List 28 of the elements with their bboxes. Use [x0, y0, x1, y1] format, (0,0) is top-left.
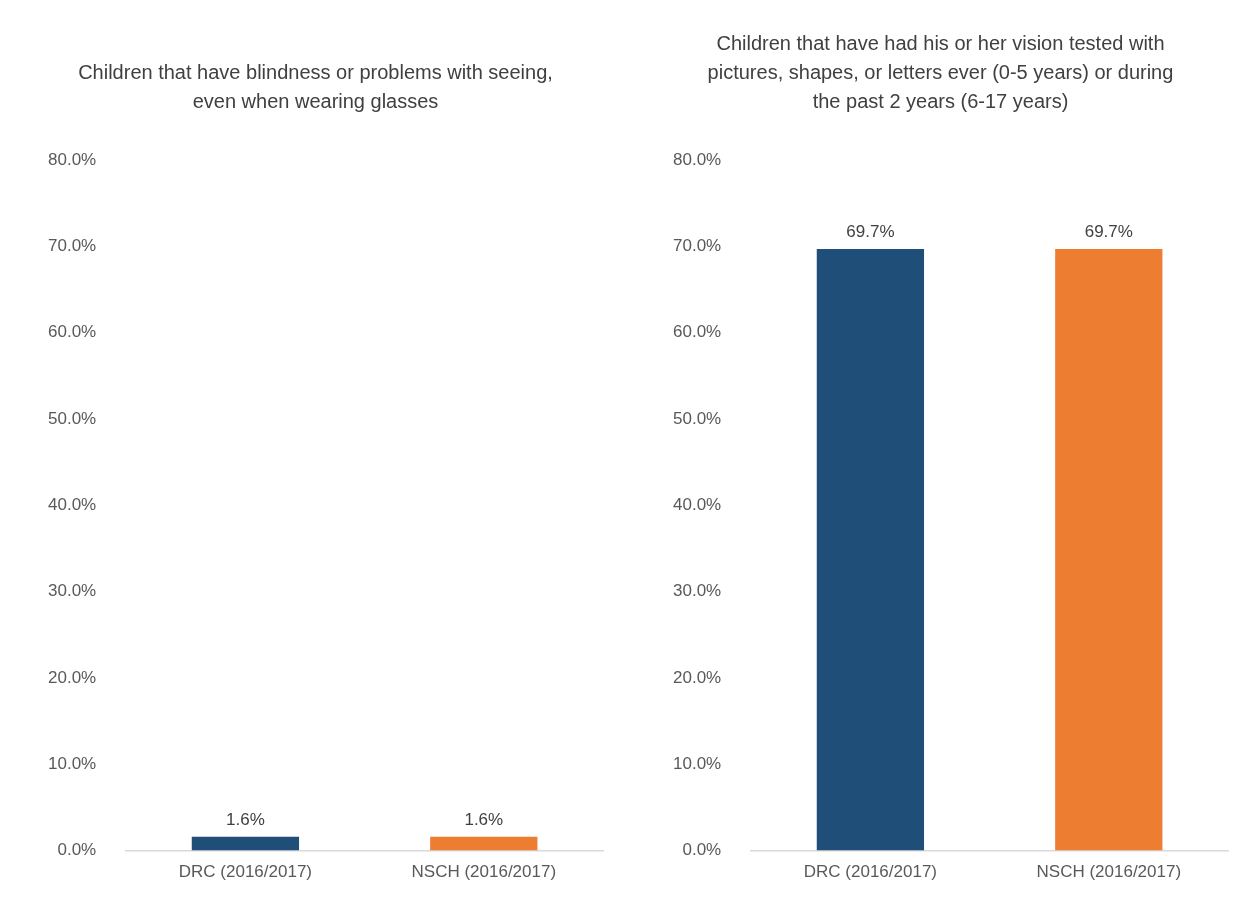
y-tick-label: 10.0% [673, 753, 722, 773]
y-tick-label: 0.0% [57, 840, 97, 860]
x-tick-label: NSCH (2016/2017) [411, 862, 557, 882]
y-tick-label: 60.0% [673, 322, 722, 342]
x-tick-label: DRC (2016/2017) [803, 862, 938, 882]
y-tick-label: 40.0% [48, 495, 97, 515]
data-label: 69.7% [1084, 222, 1133, 242]
y-tick-label: 40.0% [673, 495, 722, 515]
y-tick-label: 80.0% [673, 149, 722, 169]
y-tick-label: 0.0% [682, 840, 722, 860]
y-tick-label: 60.0% [48, 322, 97, 342]
x-tick-label: NSCH (2016/2017) [1036, 862, 1182, 882]
y-tick-label: 20.0% [673, 667, 722, 687]
y-tick-label: 30.0% [48, 581, 97, 601]
data-label: 1.6% [226, 809, 265, 829]
y-tick-label: 80.0% [48, 149, 97, 169]
y-tick-label: 50.0% [673, 408, 722, 428]
y-tick-label: 50.0% [48, 408, 97, 428]
y-tick-label: 10.0% [48, 753, 97, 773]
y-tick-label: 70.0% [673, 236, 722, 256]
chart-title: Children that have blindness or problems with seeing, even when wearing glasses [77, 60, 554, 114]
data-label: 69.7% [846, 222, 895, 242]
y-tick-label: 20.0% [48, 667, 97, 687]
y-tick-label: 70.0% [48, 236, 97, 256]
x-tick-label: DRC (2016/2017) [178, 862, 313, 882]
y-tick-label: 30.0% [673, 581, 722, 601]
chart-title: Children that have had his or her vision tested with pictures, shapes, or letters ever (0-5 years) or during the past 2 years (6-17 years) [706, 31, 1175, 114]
data-label: 1.6% [464, 809, 504, 829]
